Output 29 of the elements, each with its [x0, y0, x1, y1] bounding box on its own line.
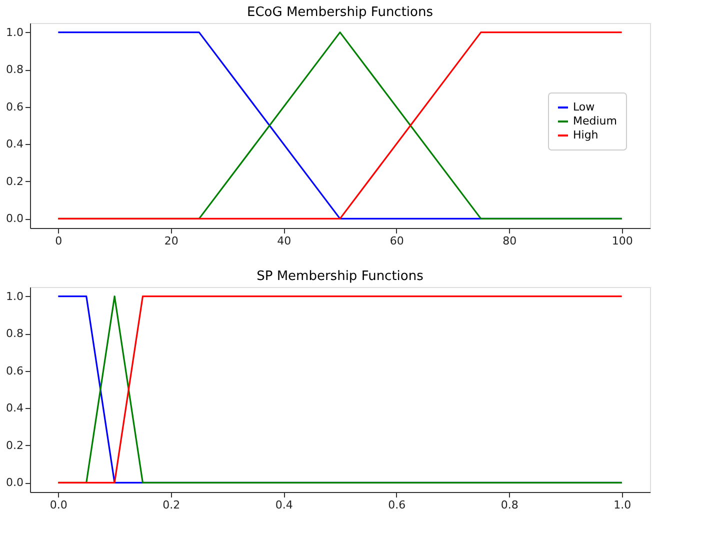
y-tick-label: 0.8 [6, 327, 24, 340]
y-tick-label: 0.0 [6, 476, 24, 490]
y-tick-label: 0.8 [6, 63, 24, 76]
x-tick-label: 0 [55, 234, 62, 248]
y-tick-label: 0.6 [6, 364, 24, 378]
chart-title: ECoG Membership Functions [247, 5, 434, 20]
chart-title: SP Membership Functions [256, 269, 424, 284]
x-tick-label: 0.8 [500, 498, 518, 512]
x-tick-label: 0.6 [388, 498, 406, 512]
y-tick-label: 0.4 [6, 402, 24, 415]
x-tick-label: 80 [502, 234, 517, 248]
legend-label: Medium [573, 114, 617, 128]
y-tick-label: 0.6 [6, 100, 24, 114]
y-tick-label: 0.0 [6, 212, 24, 226]
y-tick-label: 1.0 [6, 290, 24, 303]
x-tick-label: 40 [277, 234, 292, 248]
x-tick-label: 0.0 [50, 498, 68, 512]
y-tick-label: 0.2 [6, 174, 24, 188]
y-tick-label: 0.4 [6, 138, 24, 151]
x-tick-label: 0.2 [162, 498, 180, 512]
x-tick-label: 60 [390, 234, 404, 248]
x-tick-label: 100 [612, 234, 633, 248]
x-tick-label: 0.4 [275, 498, 293, 512]
legend-label: Low [573, 100, 595, 114]
legend-label: High [573, 128, 598, 142]
y-tick-label: 0.2 [6, 438, 24, 452]
x-tick-label: 20 [164, 234, 178, 248]
y-tick-label: 1.0 [6, 26, 24, 39]
x-tick-label: 1.0 [614, 498, 632, 512]
